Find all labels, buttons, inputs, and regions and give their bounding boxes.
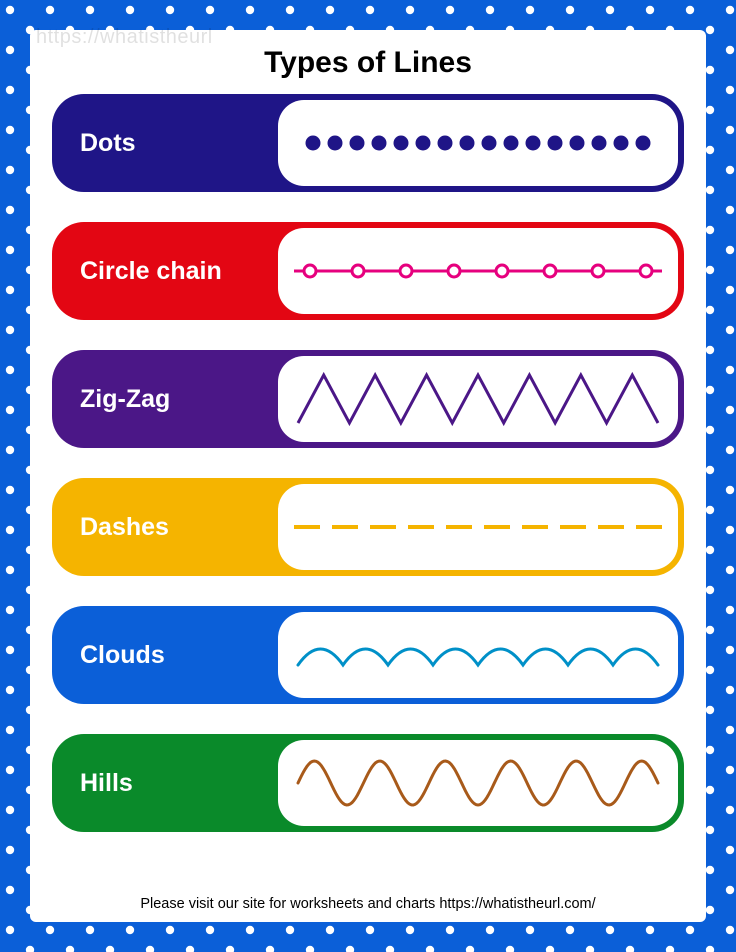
line-type-row-clouds: Clouds	[52, 606, 684, 704]
page-title: Types of Lines	[52, 46, 684, 80]
footer-text: Please visit our site for worksheets and…	[52, 888, 684, 914]
line-type-label: Hills	[52, 734, 278, 832]
line-type-label: Clouds	[52, 606, 278, 704]
line-type-label: Zig-Zag	[52, 350, 278, 448]
line-type-label: Dashes	[52, 478, 278, 576]
line-type-row-dashes: Dashes	[52, 478, 684, 576]
line-type-sample-zig-zag	[278, 356, 678, 442]
line-type-sample-dots	[278, 100, 678, 186]
worksheet-paper: https://whatistheurl Types of Lines Dots…	[30, 30, 706, 922]
line-type-row-dots: Dots	[52, 94, 684, 192]
line-type-label: Circle chain	[52, 222, 278, 320]
worksheet-outer: https://whatistheurl Types of Lines Dots…	[0, 0, 736, 952]
line-type-sample-clouds	[278, 612, 678, 698]
line-type-row-circle-chain: Circle chain	[52, 222, 684, 320]
line-type-row-zig-zag: Zig-Zag	[52, 350, 684, 448]
line-type-label: Dots	[52, 94, 278, 192]
line-type-sample-circle-chain	[278, 228, 678, 314]
line-type-list: Dots Circle chain Zig-Zag Dashes Clouds Hills	[52, 94, 684, 832]
line-type-sample-dashes	[278, 484, 678, 570]
line-type-sample-hills	[278, 740, 678, 826]
line-type-row-hills: Hills	[52, 734, 684, 832]
